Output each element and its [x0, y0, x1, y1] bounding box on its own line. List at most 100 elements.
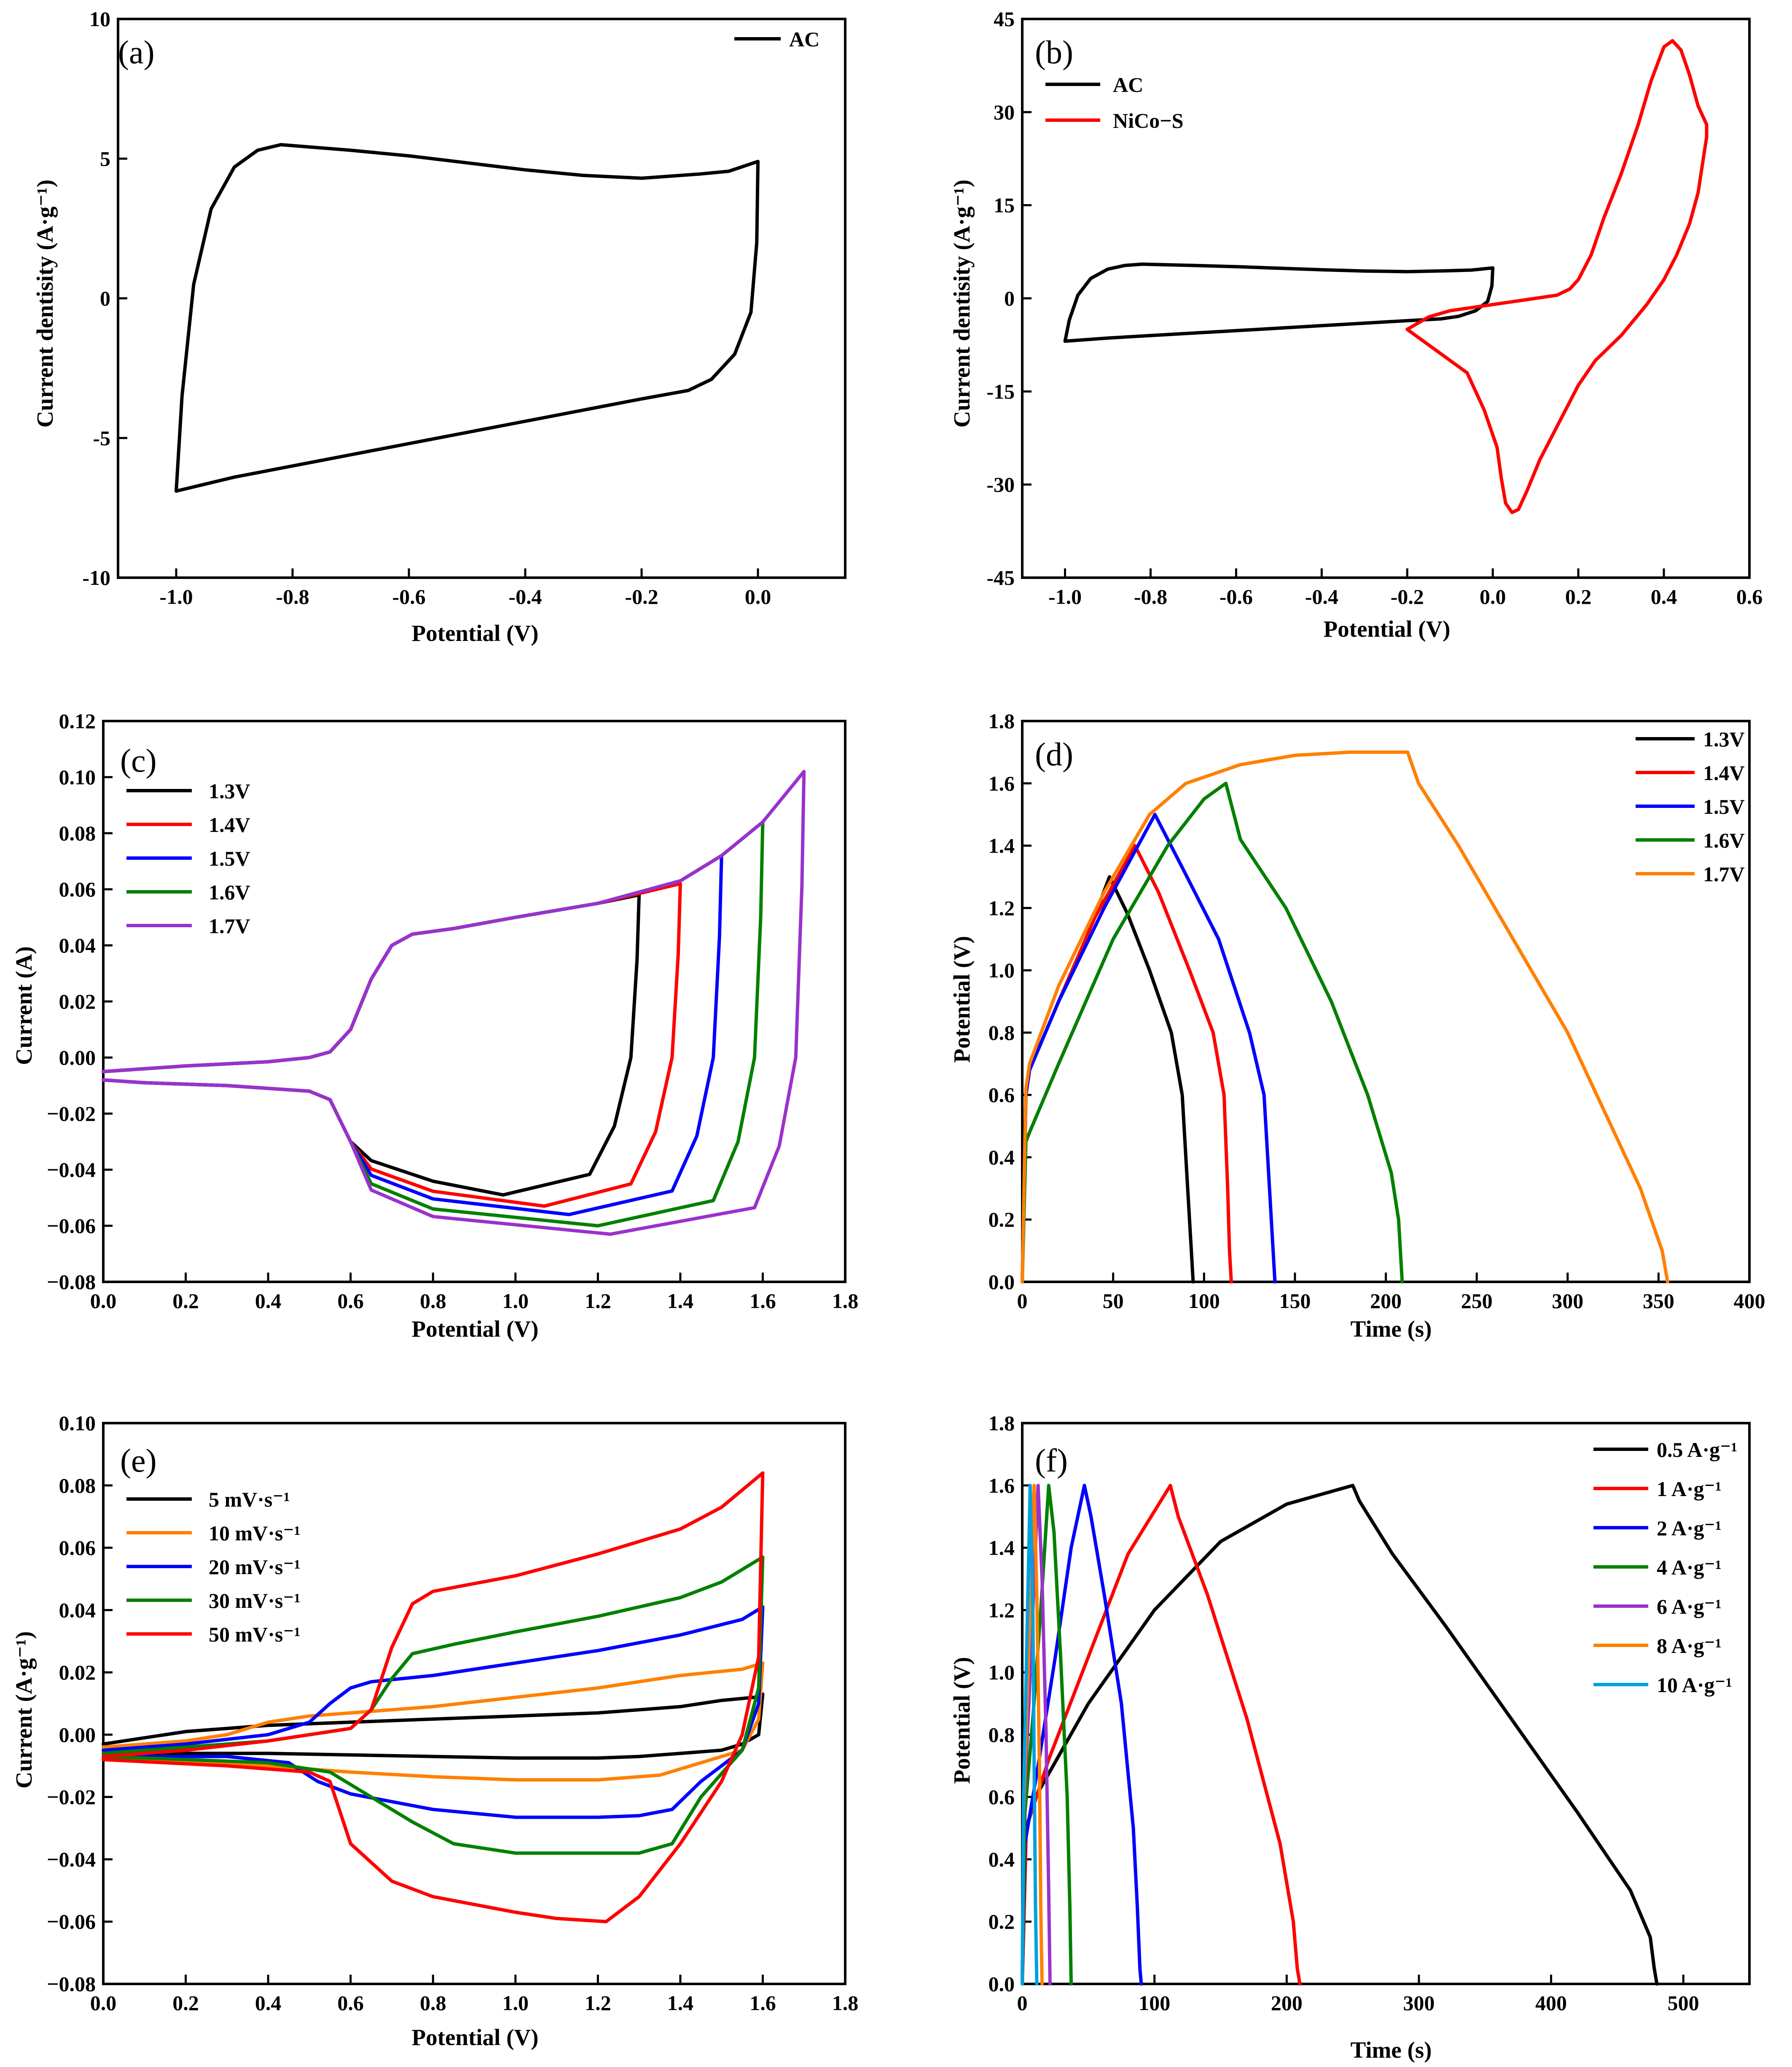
panel-f-y-axis-title: Potential (V) — [949, 1657, 975, 1784]
panel-c-x-tick-label: 1.6 — [750, 1289, 776, 1313]
panel-f-x-axis-title: Time (s) — [1351, 2037, 1432, 2063]
panel-e-series-line-5-mv-s — [102, 1692, 765, 1760]
panel-c-x-tick-label: 1.8 — [832, 1289, 859, 1313]
panel-e-series-line-30-mv-s — [102, 1555, 765, 1855]
panel-d-legend-label-1-7v: 1.7V — [1703, 862, 1745, 886]
panel-b-y-tick-label: 30 — [994, 100, 1015, 124]
panel-f-chart: (f) Time (s) Potential (V) 0.5 A·g⁻¹ 1 A… — [949, 1411, 1751, 2063]
panel-a-x-tick-label: -0.4 — [508, 585, 542, 608]
panel-f-label: (f) — [1035, 1442, 1068, 1479]
panel-c-x-tick-label: 1.0 — [502, 1289, 529, 1313]
panel-e-y-tick-label: −0.04 — [47, 1847, 96, 1871]
panel-a-x-tick-label: -0.6 — [392, 585, 425, 608]
panel-f-y-tick-label: 0.4 — [989, 1847, 1015, 1871]
panel-d-y-tick-label: 0.4 — [989, 1145, 1015, 1169]
panel-a-y-tick-label: -5 — [93, 426, 110, 450]
panel-a-y-tick-label: -10 — [82, 566, 110, 589]
panel-e-x-tick-label: 0.6 — [337, 1991, 364, 2015]
panel-e-legend-label-5: 5 mV·s⁻¹ — [209, 1488, 290, 1511]
panel-c-x-tick-label: 0.6 — [337, 1289, 364, 1313]
panel-d-label: (d) — [1035, 736, 1073, 772]
panel-e-y-tick-label: 0.00 — [59, 1723, 96, 1747]
panel-b-chart: (b) Potential (V) Current dentisity (A·g… — [949, 7, 1762, 642]
panel-d-series-line-1-7v — [1021, 750, 1669, 1284]
panel-e-y-tick-label: 0.08 — [59, 1474, 96, 1497]
panel-b-x-tick-label: -0.2 — [1391, 585, 1424, 608]
panel-b-x-tick-label: -0.4 — [1305, 585, 1338, 608]
panel-b-series-line-ac — [1063, 262, 1495, 343]
panel-a-chart: (a) Potential (V) Current dentisity (A·g… — [32, 7, 846, 646]
panel-c-legend-label-1-3v: 1.3V — [209, 779, 250, 803]
panel-c-y-tick-label: 0.12 — [59, 709, 96, 733]
panel-c-y-tick-label: 0.04 — [59, 934, 96, 957]
panel-c-x-tick-label: 0.2 — [172, 1289, 199, 1313]
panel-a-y-axis-title: Current dentisity (A·g⁻¹) — [32, 180, 58, 428]
panel-e-y-tick-label: 0.02 — [59, 1661, 96, 1684]
panel-f-y-tick-label: 1.2 — [989, 1598, 1015, 1622]
panel-b-x-tick-label: -1.0 — [1048, 585, 1082, 608]
panel-c-label: (c) — [120, 742, 157, 779]
panel-d-chart: (d) Time (s) Potential (V) 1.3V 1.4V 1.5… — [949, 709, 1765, 1342]
panel-d-x-tick-label: 50 — [1103, 1289, 1124, 1313]
panel-f-y-tick-label: 1.0 — [989, 1661, 1015, 1684]
panel-f-x-tick-label: 400 — [1535, 1991, 1567, 2015]
panel-c-y-axis-title: Current (A) — [11, 946, 37, 1065]
panel-e-x-tick-label: 0.8 — [420, 1991, 446, 2015]
panel-b-y-tick-label: -15 — [986, 379, 1015, 403]
panel-e-y-tick-label: −0.06 — [47, 1910, 96, 1933]
panel-b-x-tick-label: 0.6 — [1736, 585, 1763, 608]
panel-d-y-tick-label: 0.2 — [989, 1208, 1015, 1231]
panel-b-x-tick-label: -0.8 — [1134, 585, 1167, 608]
panel-c-y-tick-label: 0.00 — [59, 1046, 96, 1069]
panel-c-legend-label-1-6v: 1.6V — [209, 880, 250, 904]
panel-d-series-line-1-6v — [1021, 781, 1404, 1284]
panel-c-y-tick-label: 0.10 — [59, 765, 96, 789]
panel-f-legend-label-8: 8 A·g⁻¹ — [1657, 1634, 1722, 1658]
panel-a-x-axis-title: Potential (V) — [412, 620, 539, 646]
panel-b-x-tick-label: 0.0 — [1480, 585, 1506, 608]
panel-d-legend-label-1-3v: 1.3V — [1703, 727, 1745, 751]
panel-d-y-tick-label: 1.6 — [989, 772, 1015, 795]
panel-c-y-tick-label: −0.06 — [47, 1214, 96, 1238]
panel-d-x-tick-label: 300 — [1552, 1289, 1583, 1313]
panel-e-y-tick-label: 0.06 — [59, 1536, 96, 1560]
panel-a-y-tick-label: 5 — [100, 147, 110, 170]
panel-f-legend-label-1: 1 A·g⁻¹ — [1657, 1477, 1722, 1501]
panel-e-plot-frame — [102, 1422, 846, 1985]
panel-d-x-tick-label: 250 — [1461, 1289, 1493, 1313]
panel-e-chart: (e) Potential (V) Current (A·g⁻¹) 5 mV·s… — [11, 1411, 858, 2050]
panel-e-series-line-50-mv-s — [102, 1471, 765, 1924]
panel-c-x-tick-label: 0.8 — [420, 1289, 446, 1313]
panel-d-x-tick-label: 0 — [1017, 1289, 1028, 1313]
panel-b-x-tick-label: 0.2 — [1565, 585, 1592, 608]
panel-f-y-tick-label: 1.4 — [989, 1536, 1015, 1560]
panel-e-x-tick-label: 1.4 — [667, 1991, 694, 2015]
panel-f-legend-label-6: 6 A·g⁻¹ — [1657, 1595, 1722, 1618]
panel-c-legend-label-1-4v: 1.4V — [209, 813, 250, 837]
panel-e-x-tick-label: 1.8 — [832, 1991, 859, 2015]
panel-f-y-tick-label: 0.6 — [989, 1785, 1015, 1809]
panel-d-legend-label-1-4v: 1.4V — [1703, 761, 1745, 785]
panel-f-legend-label-0-5: 0.5 A·g⁻¹ — [1657, 1438, 1737, 1461]
panel-e-y-tick-label: −0.02 — [47, 1785, 96, 1809]
panel-e-x-tick-label: 0.4 — [255, 1991, 282, 2015]
panel-e-x-tick-label: 1.0 — [502, 1991, 529, 2015]
panel-d-y-tick-label: 0.6 — [989, 1083, 1015, 1107]
panel-f-y-tick-label: 1.8 — [989, 1411, 1015, 1435]
panel-b-label: (b) — [1035, 34, 1073, 70]
panel-b-legend-label-ac: AC — [1113, 73, 1143, 97]
panel-e-x-tick-label: 0.2 — [172, 1991, 199, 2015]
panel-a-label: (a) — [118, 34, 155, 70]
panel-b-x-tick-label: 0.4 — [1651, 585, 1677, 608]
panel-f-y-tick-label: 0.2 — [989, 1910, 1015, 1933]
panel-f-x-tick-label: 300 — [1403, 1991, 1435, 2015]
panel-b-legend-label-nico-s: NiCo−S — [1113, 109, 1183, 132]
panel-d-x-tick-label: 150 — [1279, 1289, 1311, 1313]
panel-a-legend-label-ac: AC — [789, 27, 819, 51]
panel-e-x-axis-title: Potential (V) — [412, 2024, 539, 2050]
panel-e-y-tick-label: −0.08 — [47, 1972, 96, 1996]
panel-e-y-tick-label: 0.10 — [59, 1411, 96, 1435]
panel-d-legend-label-1-5v: 1.5V — [1703, 795, 1745, 818]
panel-e-legend-label-50: 50 mV·s⁻¹ — [209, 1623, 301, 1646]
panel-f-plot-frame — [1021, 1422, 1751, 1985]
